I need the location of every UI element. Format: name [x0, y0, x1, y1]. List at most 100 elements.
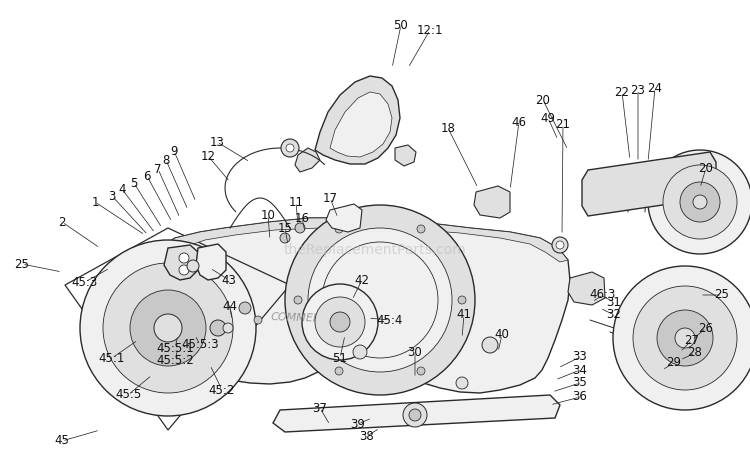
Text: 40: 40	[494, 328, 509, 341]
Text: 10: 10	[260, 209, 275, 221]
Text: 27: 27	[685, 333, 700, 347]
Circle shape	[456, 377, 468, 389]
Polygon shape	[148, 268, 185, 368]
Text: 20: 20	[698, 161, 713, 174]
Text: 33: 33	[573, 350, 587, 363]
Polygon shape	[148, 218, 568, 268]
Circle shape	[335, 225, 343, 233]
Text: 24: 24	[647, 82, 662, 94]
Text: 38: 38	[360, 430, 374, 442]
Text: 51: 51	[332, 351, 347, 364]
Text: 2: 2	[58, 215, 66, 228]
Text: 11: 11	[289, 196, 304, 209]
Text: 45:5: 45:5	[115, 388, 141, 401]
Circle shape	[403, 403, 427, 427]
Text: 36: 36	[572, 391, 587, 403]
Text: 25: 25	[715, 288, 730, 302]
Polygon shape	[148, 218, 570, 393]
Circle shape	[335, 367, 343, 375]
Circle shape	[154, 314, 182, 342]
Polygon shape	[315, 76, 400, 164]
Text: 23: 23	[631, 83, 646, 97]
Text: 37: 37	[313, 401, 328, 415]
Circle shape	[663, 165, 737, 239]
Text: 16: 16	[295, 212, 310, 225]
Circle shape	[280, 233, 290, 243]
Polygon shape	[273, 395, 560, 432]
Circle shape	[675, 328, 695, 348]
Text: 21: 21	[556, 118, 571, 130]
Circle shape	[680, 182, 720, 222]
Circle shape	[223, 323, 233, 333]
Text: 44: 44	[223, 301, 238, 313]
Text: 1: 1	[92, 196, 99, 209]
Text: 45:1: 45:1	[99, 351, 125, 364]
Text: 15: 15	[278, 221, 292, 234]
Circle shape	[417, 367, 425, 375]
Circle shape	[187, 260, 199, 272]
Polygon shape	[326, 204, 362, 232]
Text: 20: 20	[536, 93, 550, 106]
Polygon shape	[568, 272, 605, 305]
Text: 45: 45	[55, 434, 70, 447]
Text: 46: 46	[512, 115, 526, 129]
Circle shape	[179, 253, 189, 263]
Circle shape	[210, 320, 226, 336]
Circle shape	[330, 312, 350, 332]
Text: 9: 9	[170, 144, 178, 158]
Polygon shape	[196, 244, 226, 280]
Text: 46:3: 46:3	[590, 288, 616, 302]
Circle shape	[80, 240, 256, 416]
Circle shape	[295, 223, 305, 233]
Circle shape	[613, 266, 750, 410]
Circle shape	[315, 297, 365, 347]
Text: theReplacementParts.com: theReplacementParts.com	[284, 243, 466, 257]
Text: 42: 42	[355, 273, 370, 287]
Text: 34: 34	[572, 363, 587, 377]
Text: 29: 29	[667, 356, 682, 370]
Text: 41: 41	[457, 309, 472, 322]
Text: 18: 18	[440, 121, 455, 135]
Text: 22: 22	[614, 85, 629, 98]
Text: 32: 32	[607, 309, 622, 322]
Text: 45:5:1: 45:5:1	[156, 341, 194, 355]
Circle shape	[294, 296, 302, 304]
Circle shape	[633, 286, 737, 390]
Text: 50: 50	[394, 18, 408, 31]
Text: 30: 30	[408, 346, 422, 358]
Text: 26: 26	[698, 322, 713, 334]
Circle shape	[239, 302, 251, 314]
Circle shape	[130, 290, 206, 366]
Text: 12: 12	[200, 150, 215, 162]
Text: 17: 17	[322, 191, 338, 204]
Circle shape	[353, 345, 367, 359]
Circle shape	[179, 265, 189, 275]
Circle shape	[693, 195, 707, 209]
Circle shape	[302, 284, 378, 360]
Text: COMMERCIAL: COMMERCIAL	[270, 312, 346, 324]
Text: 39: 39	[350, 417, 365, 431]
Text: 45:2: 45:2	[209, 384, 236, 396]
Polygon shape	[164, 245, 198, 280]
Circle shape	[103, 263, 233, 393]
Circle shape	[458, 296, 466, 304]
Polygon shape	[395, 145, 416, 166]
Polygon shape	[582, 152, 716, 216]
Circle shape	[648, 150, 750, 254]
Text: 5: 5	[130, 176, 138, 189]
Circle shape	[482, 337, 498, 353]
Circle shape	[254, 316, 262, 324]
Circle shape	[286, 144, 294, 152]
Text: 8: 8	[162, 153, 170, 166]
Circle shape	[308, 228, 452, 372]
Text: 25: 25	[14, 257, 29, 271]
Polygon shape	[474, 186, 510, 218]
Text: 7: 7	[154, 162, 162, 175]
Circle shape	[657, 310, 713, 366]
Text: 13: 13	[209, 136, 224, 149]
Circle shape	[556, 241, 564, 249]
Circle shape	[281, 139, 299, 157]
Text: 45:5:3: 45:5:3	[182, 339, 219, 351]
Text: 4: 4	[118, 182, 126, 196]
Text: 45:4: 45:4	[376, 313, 404, 326]
